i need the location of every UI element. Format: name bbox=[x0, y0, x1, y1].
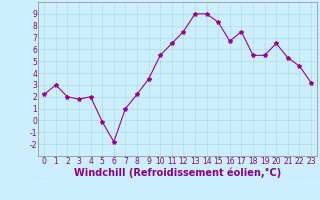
X-axis label: Windchill (Refroidissement éolien,°C): Windchill (Refroidissement éolien,°C) bbox=[74, 168, 281, 178]
